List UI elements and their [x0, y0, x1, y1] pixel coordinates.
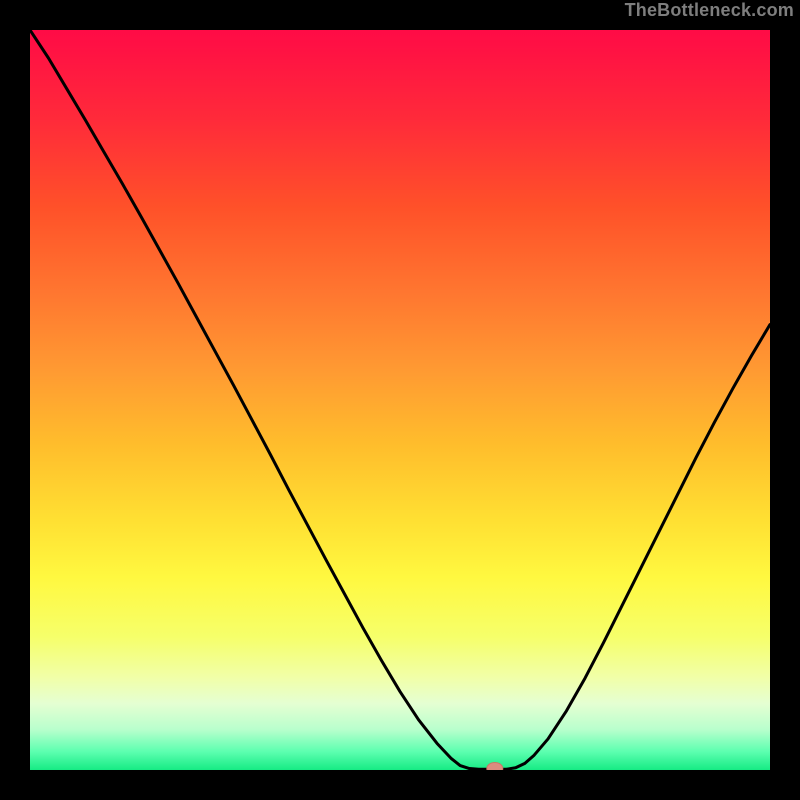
watermark-label: TheBottleneck.com [625, 0, 794, 21]
gradient-background [30, 30, 770, 770]
optimal-point-marker [487, 763, 503, 770]
bottleneck-curve-svg [30, 30, 770, 770]
chart-frame: TheBottleneck.com [0, 0, 800, 800]
plot-area [30, 30, 770, 770]
